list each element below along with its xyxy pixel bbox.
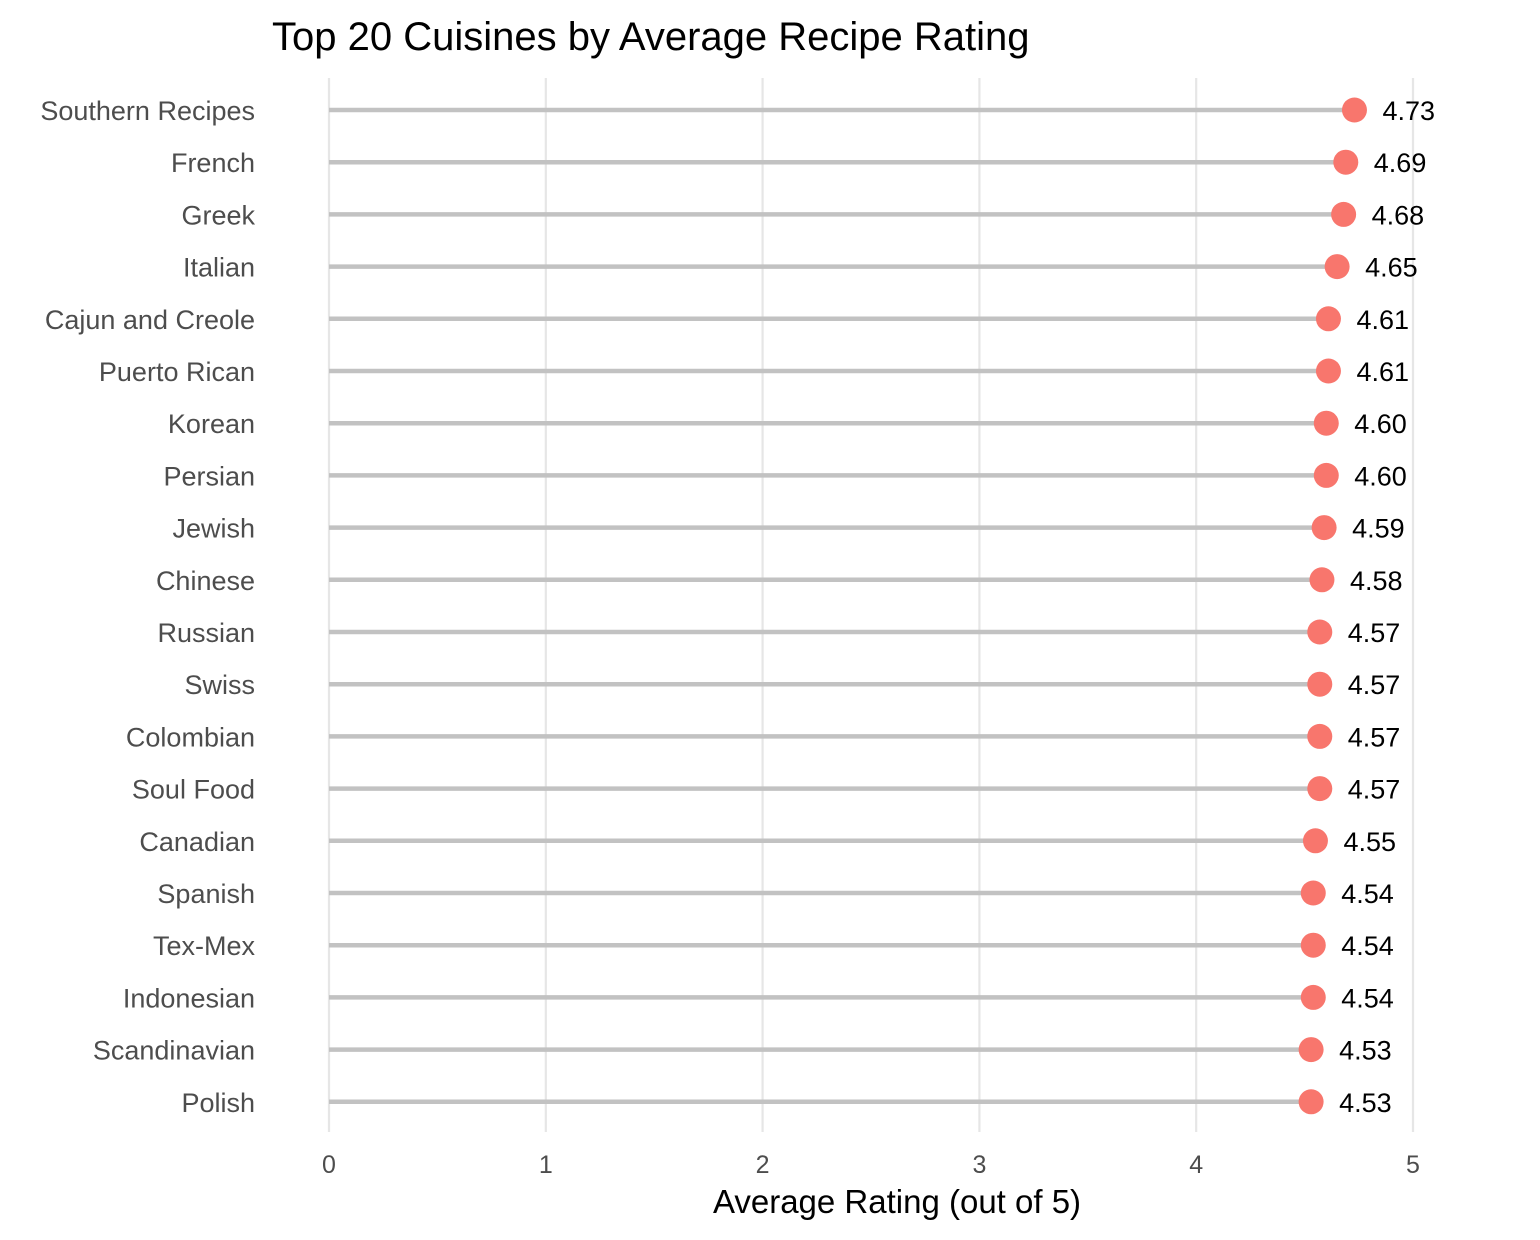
data-label: 4.60 xyxy=(1354,461,1407,491)
y-tick-label: Russian xyxy=(157,618,255,648)
y-tick-label: Cajun and Creole xyxy=(45,305,255,335)
x-axis-tick-labels: 0 1 2 3 4 5 xyxy=(322,1151,1420,1179)
y-tick-label: Persian xyxy=(163,461,255,491)
lollipop-point xyxy=(1298,1089,1324,1115)
lollipop-point xyxy=(1300,984,1326,1010)
lollipop-point xyxy=(1311,515,1337,541)
data-label: 4.53 xyxy=(1339,1088,1392,1118)
lollipop-point xyxy=(1341,97,1367,123)
lollipop-point xyxy=(1307,776,1333,802)
y-tick-label: Polish xyxy=(181,1088,255,1118)
lollipop-point xyxy=(1307,671,1333,697)
y-tick-label: Tex-Mex xyxy=(153,931,256,961)
y-tick-label: Scandinavian xyxy=(93,1036,255,1066)
lollipop-point xyxy=(1300,932,1326,958)
y-tick-label: Jewish xyxy=(172,514,255,544)
data-label: 4.53 xyxy=(1339,1036,1392,1066)
data-label: 4.59 xyxy=(1352,514,1405,544)
data-label: 4.68 xyxy=(1372,200,1425,230)
x-tick-label: 4 xyxy=(1189,1151,1203,1179)
x-tick-label: 2 xyxy=(756,1151,770,1179)
data-label: 4.57 xyxy=(1348,775,1401,805)
data-label: 4.57 xyxy=(1348,722,1401,752)
data-label: 4.54 xyxy=(1341,931,1394,961)
data-label: 4.57 xyxy=(1348,670,1401,700)
x-tick-label: 1 xyxy=(539,1151,553,1179)
y-tick-label: Greek xyxy=(181,200,255,230)
y-tick-label: Soul Food xyxy=(132,775,255,805)
lollipop-point xyxy=(1300,880,1326,906)
y-tick-label: Canadian xyxy=(139,827,255,857)
chart-title: Top 20 Cuisines by Average Recipe Rating xyxy=(272,15,1030,59)
lollipop-point xyxy=(1307,619,1333,645)
lollipop-point xyxy=(1333,149,1359,175)
data-label: 4.61 xyxy=(1356,305,1409,335)
lollipop-point xyxy=(1309,567,1335,593)
y-axis-tick-labels: Southern Recipes French Greek Italian Cajun … xyxy=(40,96,255,1118)
y-tick-label: Chinese xyxy=(156,566,255,596)
y-tick-label: Indonesian xyxy=(123,983,255,1013)
data-label: 4.69 xyxy=(1374,148,1427,178)
lollipop-point xyxy=(1331,201,1357,227)
x-tick-label: 0 xyxy=(322,1151,336,1179)
y-tick-label: Italian xyxy=(183,253,255,283)
lollipop-point xyxy=(1313,410,1339,436)
data-label: 4.58 xyxy=(1350,566,1403,596)
data-label: 4.65 xyxy=(1365,253,1418,283)
lollipop-stems xyxy=(329,107,1355,1105)
data-label: 4.54 xyxy=(1341,879,1394,909)
data-labels: 4.73 4.69 4.68 4.65 4.61 4.61 4.60 4.60 4.59 4.58… xyxy=(1339,96,1435,1118)
y-tick-label: French xyxy=(171,148,255,178)
lollipop-point xyxy=(1313,462,1339,488)
y-tick-label: Spanish xyxy=(157,879,255,909)
lollipop-point xyxy=(1307,723,1333,749)
gridlines xyxy=(327,78,1415,1132)
data-label: 4.57 xyxy=(1348,618,1401,648)
y-tick-label: Puerto Rican xyxy=(99,357,255,387)
y-tick-label: Colombian xyxy=(126,722,255,752)
data-label: 4.73 xyxy=(1382,96,1435,126)
lollipop-point xyxy=(1302,828,1328,854)
lollipop-points xyxy=(1298,97,1367,1115)
data-label: 4.55 xyxy=(1343,827,1396,857)
lollipop-point xyxy=(1315,306,1341,332)
x-axis-label: Average Rating (out of 5) xyxy=(713,1183,1081,1220)
data-label: 4.60 xyxy=(1354,409,1407,439)
lollipop-point xyxy=(1315,358,1341,384)
x-tick-label: 5 xyxy=(1406,1151,1420,1179)
lollipop-point xyxy=(1324,254,1350,280)
data-label: 4.61 xyxy=(1356,357,1409,387)
data-label: 4.54 xyxy=(1341,983,1394,1013)
x-tick-label: 3 xyxy=(972,1151,986,1179)
y-tick-label: Korean xyxy=(168,409,255,439)
y-tick-label: Southern Recipes xyxy=(40,96,255,126)
y-tick-label: Swiss xyxy=(184,670,255,700)
lollipop-point xyxy=(1298,1037,1324,1063)
